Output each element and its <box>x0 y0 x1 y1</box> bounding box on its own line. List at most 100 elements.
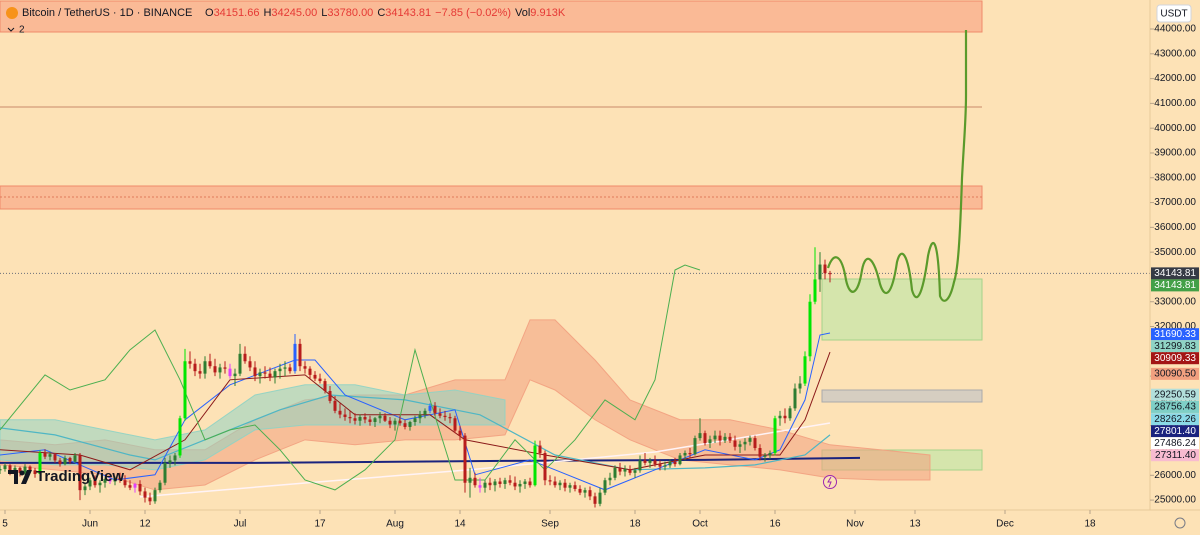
candle-body <box>338 410 342 415</box>
y-tick-label: 36000.00 <box>1154 222 1196 233</box>
events[interactable] <box>823 475 837 489</box>
candle-body <box>808 301 812 357</box>
plot-area <box>0 247 1150 508</box>
button[interactable] <box>1156 4 1192 23</box>
candle-body <box>278 368 282 372</box>
price-label-box <box>1151 400 1199 413</box>
currency-button[interactable]: USDT <box>1156 4 1192 23</box>
candle-body <box>558 482 562 486</box>
collapse-icon[interactable] <box>7 27 15 32</box>
candle-body <box>243 353 247 362</box>
price-label-box <box>1151 279 1199 292</box>
x-tick-label: Aug <box>386 519 404 530</box>
currency[interactable]: USDT <box>1160 9 1187 20</box>
candle-body <box>763 455 767 457</box>
candle-body <box>8 465 12 472</box>
candle-body <box>568 485 572 488</box>
candle-body <box>688 452 692 455</box>
candle-body <box>133 483 137 488</box>
price-label: 27486.24 <box>1154 438 1196 449</box>
y-tick-label: 43000.00 <box>1154 48 1196 59</box>
y-tick-label: 33000.00 <box>1154 296 1196 307</box>
candle-body <box>483 482 487 488</box>
candle-body <box>68 457 72 462</box>
candle-body <box>723 436 727 441</box>
x-tick-label: 12 <box>139 519 151 530</box>
y-tick-label: 44000.00 <box>1154 24 1196 35</box>
x-tick-label: 5 <box>2 519 8 530</box>
candle-body <box>198 371 202 374</box>
candle-body <box>98 482 102 486</box>
price-label: 31690.33 <box>1154 329 1196 340</box>
price-label: 28756.43 <box>1154 402 1196 413</box>
candle-body <box>748 438 752 442</box>
candle-body <box>783 415 787 419</box>
candle-body <box>648 460 652 463</box>
candle-body <box>138 483 142 492</box>
indicator-line <box>0 332 831 491</box>
price-label-box <box>1151 267 1199 280</box>
candle-body <box>88 480 92 487</box>
logo <box>8 470 32 484</box>
candle-body <box>813 279 817 302</box>
candle-body <box>513 482 517 487</box>
candle-body <box>643 460 647 463</box>
price-label: 30909.33 <box>1154 353 1196 364</box>
price-label-box <box>1151 437 1199 450</box>
candle-body <box>738 444 742 447</box>
event-icon[interactable] <box>827 476 832 488</box>
value: 34245.00 <box>271 7 317 19</box>
projection-drawing <box>826 30 968 302</box>
settings-icon[interactable] <box>1174 517 1186 529</box>
price-label-box <box>1151 449 1199 462</box>
candle-body <box>293 343 297 372</box>
candle-body <box>263 372 267 374</box>
candle-body <box>353 418 357 421</box>
indicator-line <box>0 351 831 471</box>
candle-body <box>378 415 382 419</box>
symbol-icon <box>6 7 18 19</box>
x-tick-label: Jun <box>82 519 98 530</box>
x-tick-label: 18 <box>629 519 641 530</box>
candle-body <box>523 481 527 484</box>
candle-body <box>63 457 67 465</box>
label: C <box>377 7 385 19</box>
price-label-box <box>1151 352 1199 365</box>
candle-body <box>368 419 372 422</box>
symbol: Bitcoin / TetherUS · 1D · BINANCE <box>22 7 192 19</box>
candle-body <box>798 383 802 389</box>
y-tick-label: 42000.00 <box>1154 73 1196 84</box>
candle-body <box>698 433 702 439</box>
target-zone <box>821 278 983 341</box>
candle-body <box>328 390 332 401</box>
x-tick-label: 18 <box>1084 519 1096 530</box>
candle-body <box>618 467 622 472</box>
candle-body <box>638 460 642 471</box>
candle-body <box>503 480 507 484</box>
candle-body <box>733 440 737 447</box>
candle-body <box>623 469 627 472</box>
candle-body <box>458 430 462 436</box>
candle-body <box>423 410 427 415</box>
price-label-box <box>1151 425 1199 438</box>
price-label: 29250.59 <box>1154 389 1196 400</box>
candle-body <box>408 421 412 427</box>
candle-body <box>418 414 422 419</box>
candle-body <box>288 367 292 372</box>
candle-body <box>658 464 662 467</box>
x-tick-label: 16 <box>769 519 781 530</box>
candle-body <box>233 373 237 377</box>
indicator-count[interactable]: 2 <box>19 25 25 36</box>
candle-body <box>333 400 337 411</box>
candle-body <box>103 479 107 483</box>
label: L <box>321 7 327 19</box>
candle-body <box>398 420 402 424</box>
price-label: 31299.83 <box>1154 341 1196 352</box>
price-label: 34143.81 <box>1154 268 1196 279</box>
y-tick-label: 38000.00 <box>1154 172 1196 183</box>
candle-body <box>478 485 482 488</box>
candle-body <box>553 481 557 486</box>
